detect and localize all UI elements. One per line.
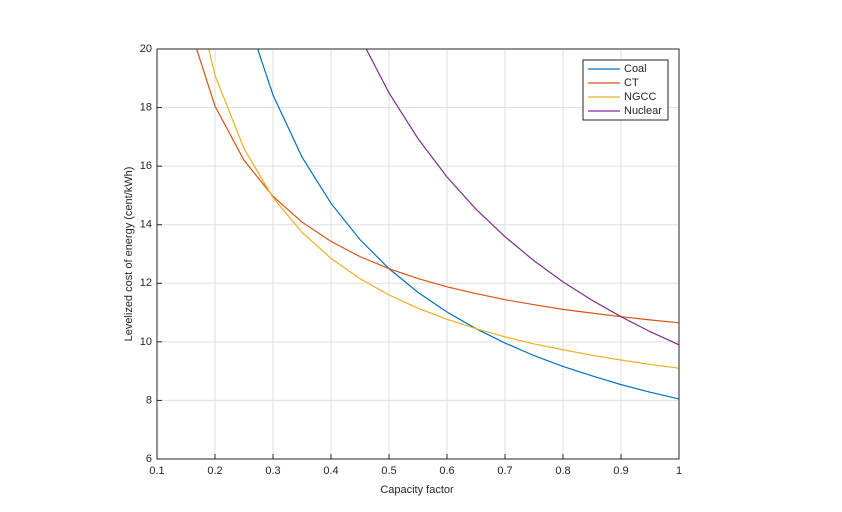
x-tick-label: 0.5 [381,465,396,477]
x-tick-label: 1 [676,465,682,477]
x-tick-label: 0.6 [439,465,454,477]
legend-label: Nuclear [624,105,662,117]
y-tick-label: 14 [140,219,152,231]
series-line [208,49,679,369]
plot-lines [196,49,679,400]
legend-box [582,59,669,121]
y-tick-label: 20 [140,43,152,55]
y-axis-label: Levelized cost of energy (cent/kWh) [123,167,135,342]
x-tick-label: 0.4 [323,465,338,477]
x-tick-label: 0.9 [613,465,628,477]
x-tick-label: 0.1 [149,465,164,477]
y-tick-label: 8 [146,394,152,406]
x-tick-label: 0.2 [207,465,222,477]
x-tick-label: 0.8 [555,465,570,477]
x-axis-label: Capacity factor [380,484,454,496]
x-tick-label: 0.3 [265,465,280,477]
y-tick-label: 18 [140,101,152,113]
x-tick-label: 0.7 [497,465,512,477]
series-line [365,49,679,346]
legend-label: Coal [624,63,647,75]
axes-box [156,48,680,460]
y-tick-label: 16 [140,160,152,172]
legend-label: CT [624,77,639,89]
y-tick-label: 12 [140,277,152,289]
y-tick-label: 10 [140,336,152,348]
y-tick-label: 6 [146,453,152,465]
series-line [257,49,679,400]
legend-label: NGCC [624,91,656,103]
